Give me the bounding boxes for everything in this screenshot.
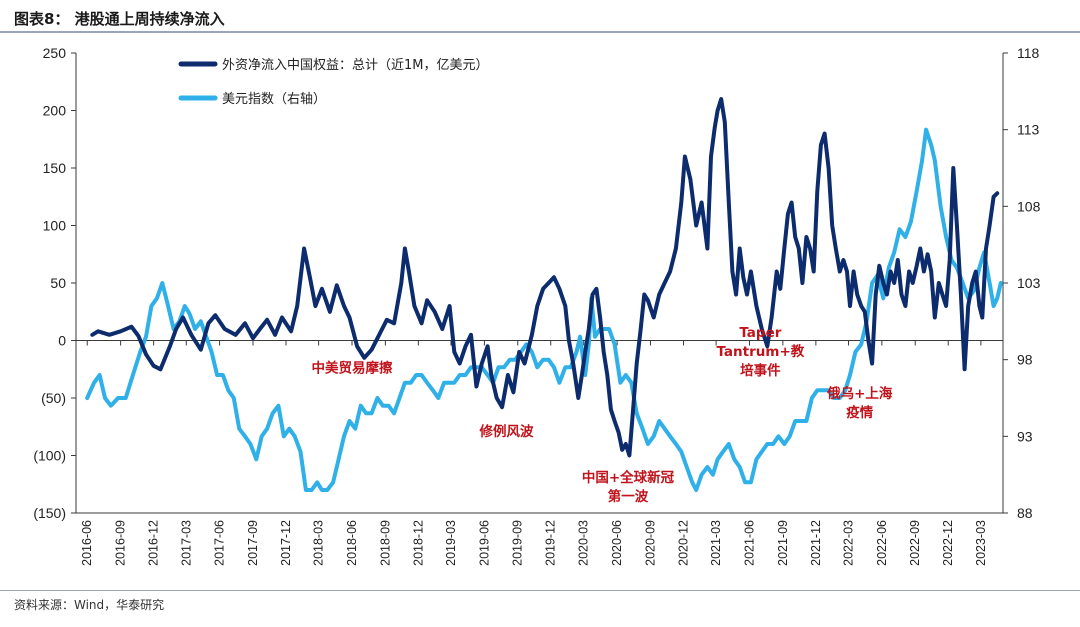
- y-left-tick-label: (50): [41, 390, 66, 406]
- y-right-tick-label: 118: [1017, 45, 1040, 61]
- x-tick-label: 2016-12: [147, 520, 161, 566]
- y-right-tick-label: 103: [1017, 275, 1041, 291]
- y-right-tick-label: 93: [1017, 428, 1033, 444]
- x-tick-label: 2020-12: [676, 520, 690, 566]
- x-tick-label: 2021-12: [809, 520, 823, 566]
- x-tick-label: 2022-09: [908, 520, 922, 566]
- x-tick-label: 2019-09: [511, 520, 525, 566]
- x-tick-label: 2017-06: [213, 520, 227, 566]
- x-tick-label: 2017-12: [279, 520, 293, 566]
- y-right-tick-label: 113: [1017, 122, 1040, 138]
- x-tick-label: 2016-06: [80, 520, 94, 566]
- y-right-tick-label: 98: [1017, 352, 1033, 368]
- series-line-dollar-index: [85, 127, 1003, 492]
- y-left-tick-label: 250: [43, 45, 67, 61]
- x-tick-label: 2018-09: [378, 520, 392, 566]
- x-tick-label: 2018-03: [312, 520, 326, 566]
- source-note: 资料来源：Wind，华泰研究: [14, 598, 165, 612]
- x-tick-label: 2022-03: [842, 520, 856, 566]
- annotation-label: 中国+全球新冠: [582, 469, 675, 486]
- chart: (150) (100) (50) 0 50 100 150 200 250 88 93 98 103 10…: [33, 45, 1040, 566]
- x-tick-label: 2023-03: [974, 520, 988, 566]
- annotation-label: 中美贸易摩擦: [311, 360, 392, 377]
- y-right-tick-label: 88: [1017, 505, 1033, 521]
- y-left-tick-label: (150): [33, 505, 66, 521]
- x-tick-label: 2021-09: [776, 520, 790, 566]
- chart-axes: (150) (100) (50) 0 50 100 150 200 250 88 93 98 103 10…: [33, 45, 1040, 566]
- y-right-tick-label: 108: [1017, 198, 1041, 214]
- x-tick-label: 2022-06: [875, 520, 889, 566]
- bottom-rule: [0, 590, 1080, 591]
- annotation-label: Tantrum+教: [716, 343, 804, 360]
- annotation-label: 俄乌+上海: [826, 385, 893, 402]
- x-tick-label: 2019-06: [477, 520, 491, 566]
- y-left-tick-label: 0: [58, 333, 66, 349]
- x-tick-label: 2020-03: [577, 520, 591, 566]
- y-left-tick-label: 150: [43, 160, 67, 176]
- annotation-label: Taper: [739, 325, 781, 341]
- annotation-label: 培事件: [740, 362, 781, 379]
- annotation-label: 修例风波: [478, 423, 533, 440]
- x-tick-label: 2020-06: [610, 520, 624, 566]
- chart-series: [85, 97, 1003, 492]
- y-left-tick-label: 50: [50, 275, 66, 291]
- annotation-label: 疫情: [846, 404, 873, 421]
- x-tick-label: 2018-06: [345, 520, 359, 566]
- x-tick-label: 2021-06: [742, 520, 756, 566]
- y-left-tick-label: 200: [43, 103, 67, 119]
- y-left-tick-label: (100): [33, 448, 66, 464]
- x-tick-label: 2016-09: [114, 520, 128, 566]
- x-tick-label: 2019-03: [444, 520, 458, 566]
- annotation-label: 第一波: [608, 488, 649, 505]
- x-tick-label: 2021-03: [709, 520, 723, 566]
- x-tick-label: 2018-12: [411, 520, 425, 566]
- figure-title: 图表8： 港股通上周持续净流入: [14, 10, 225, 28]
- legend-entry: 外资净流入中国权益：总计（近1M，亿美元）: [222, 57, 489, 73]
- legend-entry: 美元指数（右轴）: [222, 92, 326, 107]
- chart-legend: 外资净流入中国权益：总计（近1M，亿美元） 美元指数（右轴）: [178, 57, 489, 107]
- x-tick-label: 2017-03: [179, 520, 193, 566]
- y-left-tick-label: 100: [43, 218, 67, 234]
- title-rule: [0, 31, 1080, 33]
- series-line-foreign-inflow: [90, 97, 1000, 458]
- x-tick-label: 2017-09: [246, 520, 260, 566]
- x-tick-label: 2022-12: [941, 520, 955, 566]
- x-tick-label: 2019-12: [544, 520, 558, 566]
- x-tick-label: 2020-09: [643, 520, 657, 566]
